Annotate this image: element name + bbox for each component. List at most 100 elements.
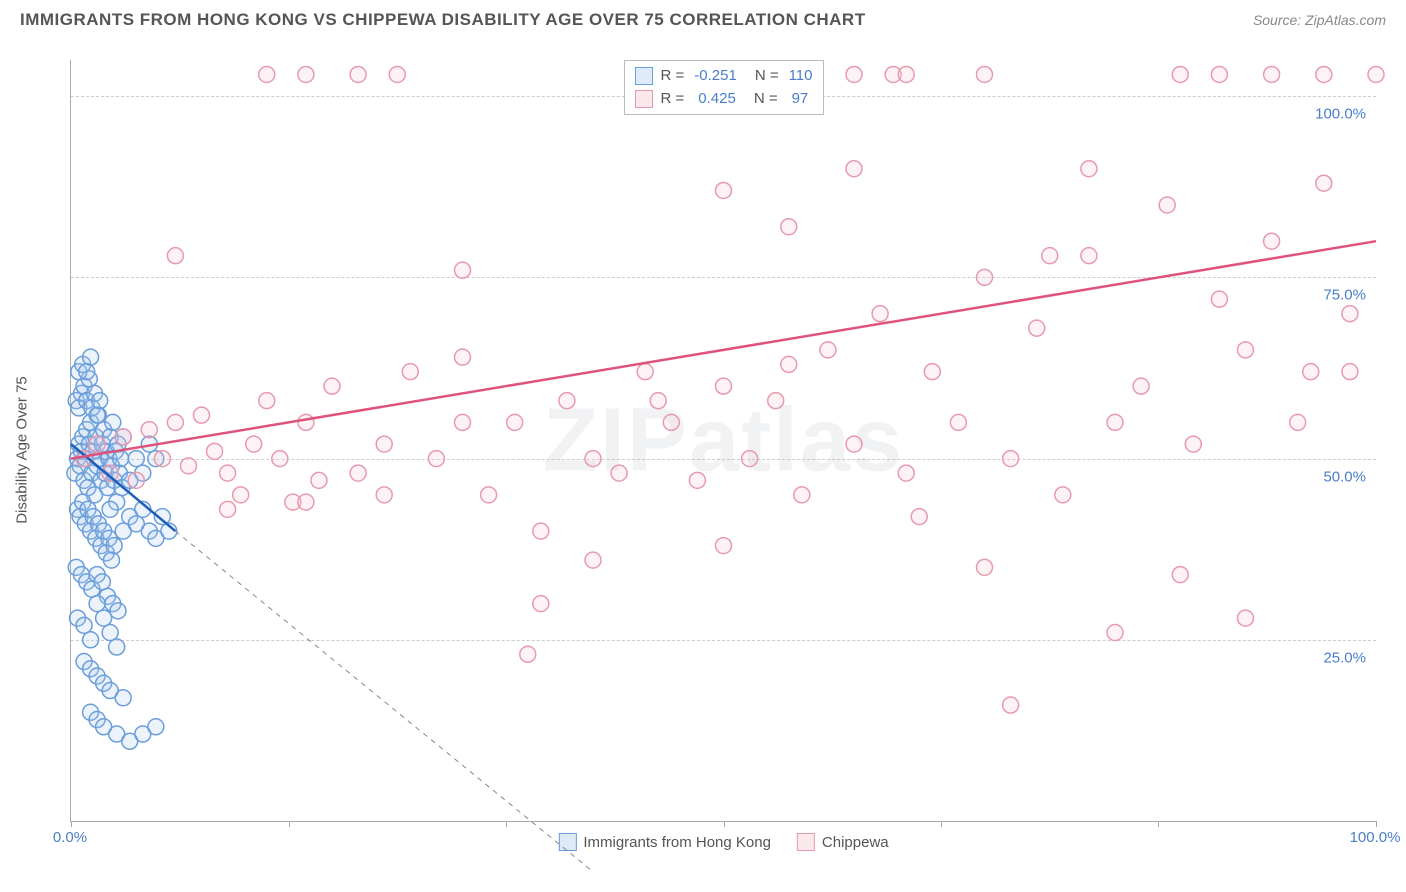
data-point xyxy=(1368,66,1384,82)
data-point xyxy=(298,414,314,430)
data-point xyxy=(1107,625,1123,641)
data-point xyxy=(220,501,236,517)
data-point xyxy=(96,610,112,626)
data-point xyxy=(128,472,144,488)
data-point xyxy=(1133,378,1149,394)
data-point xyxy=(1264,233,1280,249)
data-point xyxy=(113,451,129,467)
data-point xyxy=(128,451,144,467)
data-point xyxy=(1211,291,1227,307)
data-point xyxy=(109,639,125,655)
legend-row-chippewa: R = 0.425 N = 97 xyxy=(635,88,813,111)
legend-swatch-chippewa xyxy=(635,90,653,108)
data-point xyxy=(1003,451,1019,467)
chart-source: Source: ZipAtlas.com xyxy=(1253,12,1386,28)
data-point xyxy=(298,494,314,510)
data-point xyxy=(389,66,405,82)
data-point xyxy=(110,603,126,619)
legend-swatch-icon xyxy=(797,833,815,851)
data-point xyxy=(924,364,940,380)
data-point xyxy=(207,443,223,459)
data-point xyxy=(1107,414,1123,430)
data-point xyxy=(89,596,105,612)
data-point xyxy=(115,429,131,445)
data-point xyxy=(1238,342,1254,358)
data-point xyxy=(89,407,105,423)
data-point xyxy=(1172,66,1188,82)
data-point xyxy=(716,538,732,554)
data-point xyxy=(533,596,549,612)
data-point xyxy=(1316,66,1332,82)
legend-swatch-icon xyxy=(558,833,576,851)
data-point xyxy=(402,364,418,380)
data-point xyxy=(520,646,536,662)
data-point xyxy=(1238,610,1254,626)
data-point xyxy=(1055,487,1071,503)
data-point xyxy=(79,364,95,380)
data-point xyxy=(76,617,92,633)
data-point xyxy=(1029,320,1045,336)
data-point xyxy=(781,219,797,235)
data-point xyxy=(1264,66,1280,82)
data-point xyxy=(94,574,110,590)
data-point xyxy=(1316,175,1332,191)
chart-header: IMMIGRANTS FROM HONG KONG VS CHIPPEWA DI… xyxy=(0,0,1406,36)
data-point xyxy=(115,690,131,706)
data-point xyxy=(272,451,288,467)
data-point xyxy=(167,414,183,430)
series-legend: Immigrants from Hong Kong Chippewa xyxy=(558,833,888,851)
data-point xyxy=(1081,161,1097,177)
data-point xyxy=(846,161,862,177)
data-point xyxy=(311,472,327,488)
data-point xyxy=(324,378,340,394)
data-point xyxy=(148,719,164,735)
data-point xyxy=(1342,306,1358,322)
legend-swatch-hk xyxy=(635,67,653,85)
data-point xyxy=(154,451,170,467)
data-point xyxy=(663,414,679,430)
data-point xyxy=(1003,697,1019,713)
data-point xyxy=(455,414,471,430)
data-point xyxy=(977,269,993,285)
data-point xyxy=(585,451,601,467)
data-point xyxy=(977,66,993,82)
data-point xyxy=(820,342,836,358)
data-point xyxy=(846,66,862,82)
data-point xyxy=(650,393,666,409)
data-point xyxy=(768,393,784,409)
data-point xyxy=(872,306,888,322)
scatter-svg xyxy=(71,60,1376,821)
data-point xyxy=(246,436,262,452)
data-point xyxy=(106,538,122,554)
data-point xyxy=(259,66,275,82)
data-point xyxy=(102,625,118,641)
plot-area: ZIPatlas 25.0%50.0%75.0%100.0% R = -0.25… xyxy=(70,60,1376,822)
data-point xyxy=(898,465,914,481)
data-point xyxy=(1042,248,1058,264)
data-point xyxy=(1211,66,1227,82)
data-point xyxy=(1172,567,1188,583)
data-point xyxy=(103,552,119,568)
data-point xyxy=(742,451,758,467)
data-point xyxy=(105,414,121,430)
data-point xyxy=(376,487,392,503)
data-point xyxy=(376,436,392,452)
data-point xyxy=(1159,197,1175,213)
data-point xyxy=(83,632,99,648)
data-point xyxy=(220,465,236,481)
chart-title: IMMIGRANTS FROM HONG KONG VS CHIPPEWA DI… xyxy=(20,10,866,30)
legend-item-hk: Immigrants from Hong Kong xyxy=(558,833,771,851)
data-point xyxy=(716,182,732,198)
data-point xyxy=(259,393,275,409)
data-point xyxy=(298,66,314,82)
data-point xyxy=(350,465,366,481)
data-point xyxy=(898,66,914,82)
data-point xyxy=(611,465,627,481)
data-point xyxy=(1303,364,1319,380)
data-point xyxy=(428,451,444,467)
data-point xyxy=(180,458,196,474)
data-point xyxy=(507,414,523,430)
correlation-legend: R = -0.251 N = 110 R = 0.425 N = 97 xyxy=(624,60,824,115)
data-point xyxy=(194,407,210,423)
data-point xyxy=(481,487,497,503)
